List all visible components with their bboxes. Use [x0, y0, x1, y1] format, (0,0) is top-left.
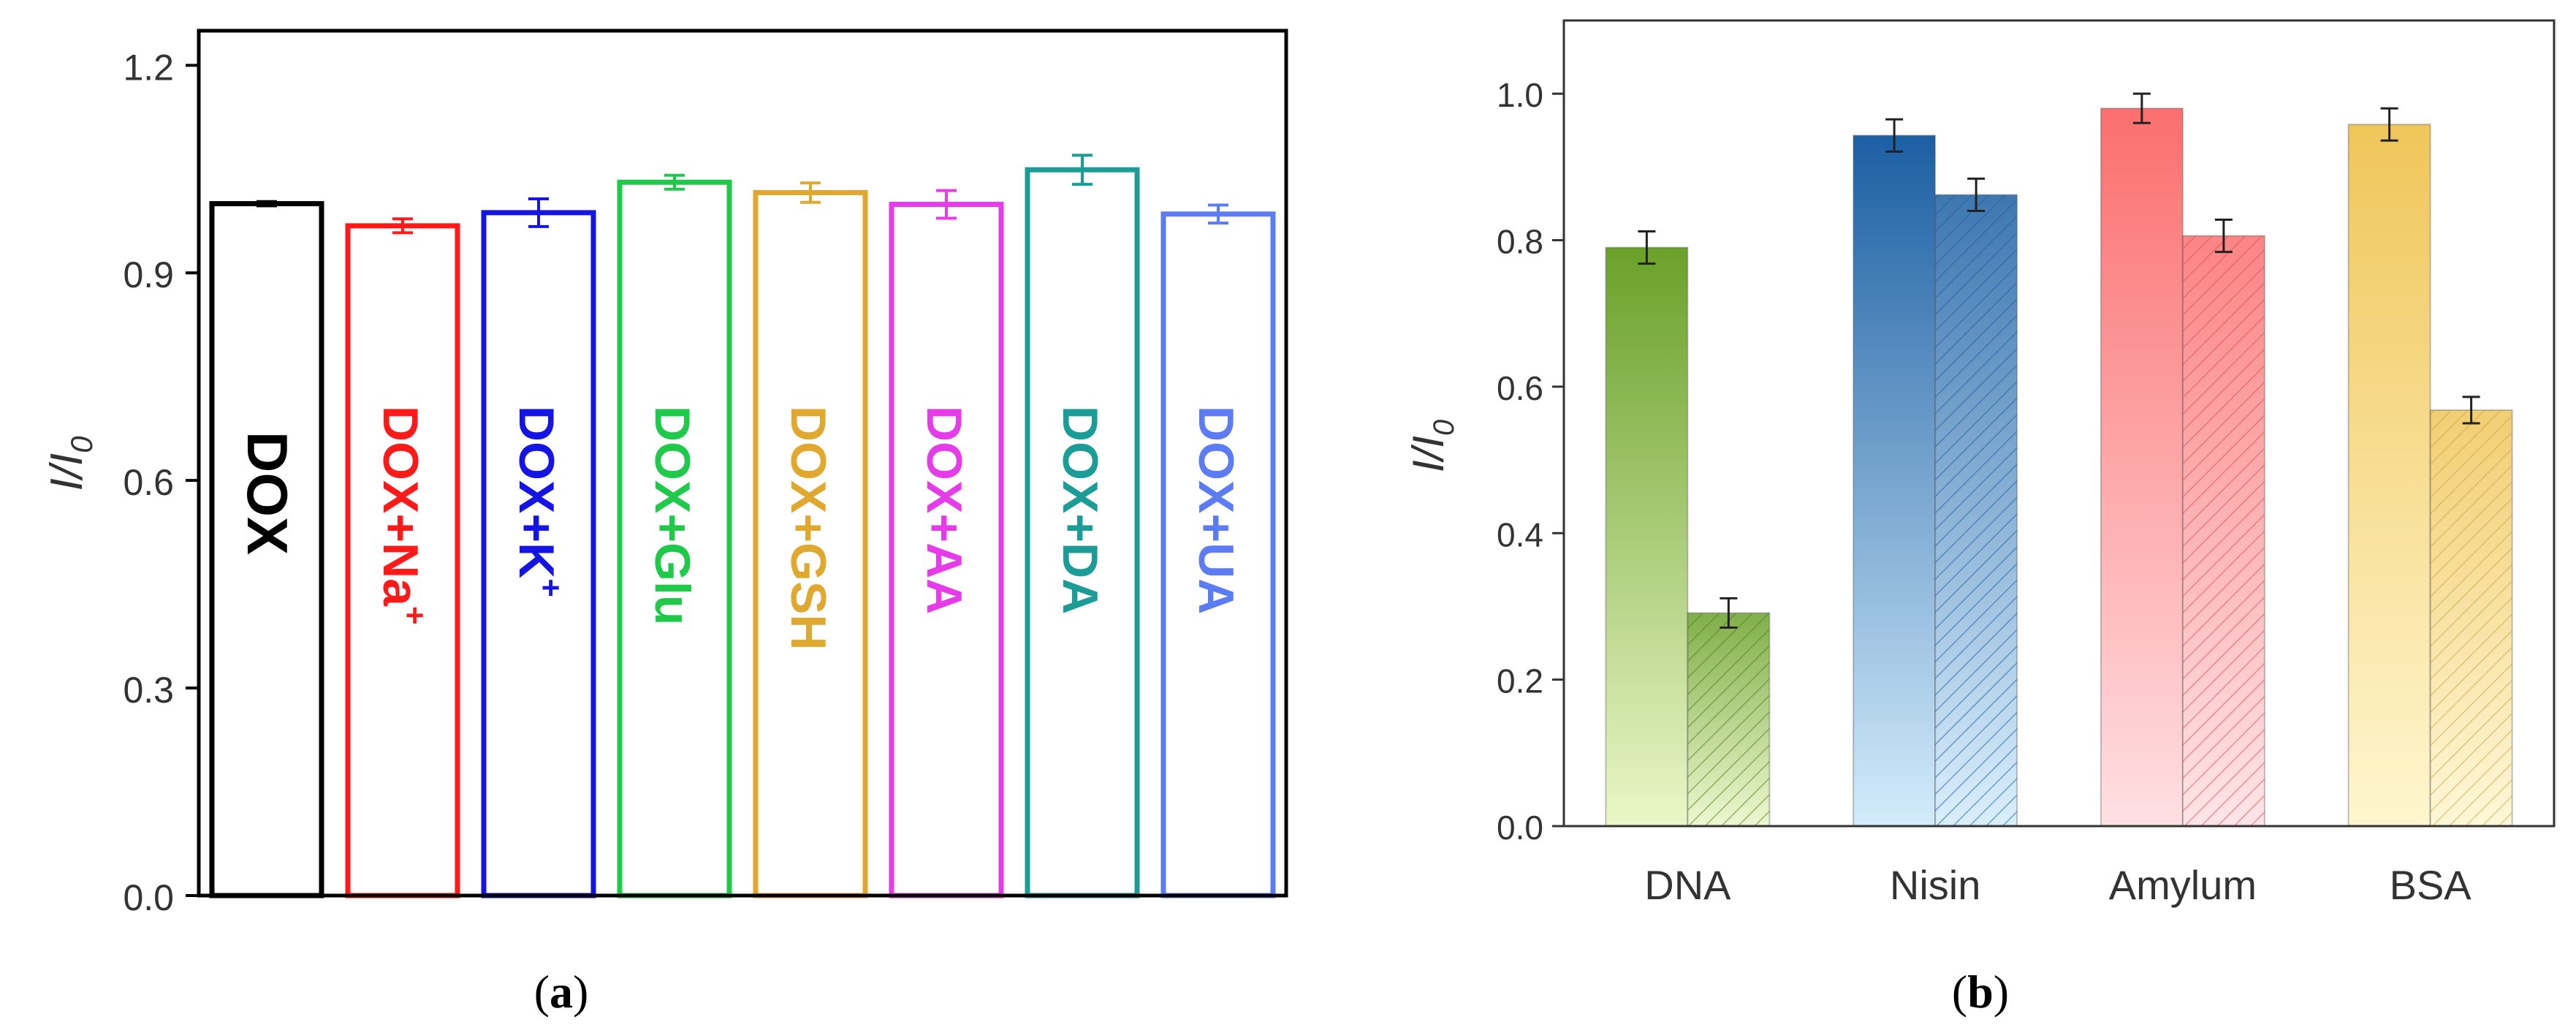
- panel-b-bar-hatch: [2182, 235, 2265, 826]
- panel-b-bar-solid: [1605, 246, 1689, 827]
- panel-a-y-axis-label: I/I0: [42, 436, 99, 491]
- panel-a-bar-label: DOX+UA: [1188, 406, 1244, 614]
- panel-a-bar-label: DOX+Glu: [645, 406, 700, 625]
- panel-b-y-tick-label: 0.4: [1497, 515, 1543, 553]
- panel-a-y-tick-label: 0.6: [123, 462, 174, 503]
- panel-a-y-ticks: 0.0 0.3 0.6 0.9 1.2: [123, 47, 199, 918]
- panel-b-y-label-sub: 0: [1428, 420, 1460, 436]
- panel-b-bar-hatch: [1935, 194, 2018, 826]
- panel-b-bars: [1605, 92, 2513, 827]
- panel-a-label: (a): [534, 966, 589, 1018]
- panel-a-y-tick-label: 0.9: [123, 254, 174, 295]
- panel-b-y-tick-label: 0.6: [1497, 369, 1543, 407]
- panel-a-chart: DOX DOX+Na+ DOX+K+ DOX+Glu DOX+GSH DOX+AA DOX+…: [42, 29, 1288, 1018]
- panel-b-bar-hatch: [1687, 613, 1770, 826]
- panel-a-label-letter: a: [550, 966, 573, 1018]
- panel-a-bars: DOX DOX+Na+ DOX+K+ DOX+Glu DOX+GSH DOX+AA DOX+…: [209, 154, 1276, 898]
- panel-a-bar-label: DOX+DA: [1052, 406, 1108, 614]
- panel-b-y-ticks: 0.0 0.2 0.4 0.6 0.8 1.0 DNA Nisin Amylum BSA: [1497, 76, 2471, 908]
- panel-a-y-tick-label: 1.2: [123, 47, 174, 88]
- panel-b-y-label-main: I/I: [1404, 436, 1453, 472]
- panel-b-x-tick-label: Amylum: [2109, 862, 2257, 908]
- panel-a-y-label-main: I/I: [42, 453, 92, 491]
- panel-b-y-tick-label: 1.0: [1497, 76, 1543, 114]
- panel-b-x-tick-label: Nisin: [1890, 862, 1980, 908]
- panel-b-x-tick-label: BSA: [2390, 862, 2472, 908]
- panel-a-bar-label: DOX+GSH: [780, 406, 836, 650]
- panel-a-bar-label: DOX+Na+: [373, 406, 433, 625]
- panel-a-plot-frame: [197, 29, 1288, 898]
- panel-a-bar-label-superscript: +: [533, 578, 569, 597]
- panel-a-y-tick-label: 0.3: [123, 670, 174, 711]
- panel-b-x-tick-label: DNA: [1644, 862, 1731, 908]
- panel-b-y-tick-label: 0.2: [1497, 662, 1543, 700]
- panel-b-plot-frame: [1562, 19, 2556, 828]
- panel-b-y-tick-label: 0.0: [1497, 809, 1543, 847]
- panel-b-label: (b): [1952, 966, 2009, 1018]
- panel-b-y-axis-label: I/I0: [1404, 420, 1460, 472]
- panel-a-bar-label-superscript: +: [397, 606, 433, 625]
- panel-a-bar-label: DOX+AA: [916, 406, 972, 614]
- panel-a-y-label-sub: 0: [64, 436, 99, 453]
- panel-b-bar-solid: [2347, 124, 2431, 827]
- panel-b-bar-hatch: [2430, 409, 2512, 826]
- panel-a-bar-label: DOX: [235, 431, 300, 555]
- panel-a-y-tick-label: 0.0: [123, 877, 174, 918]
- panel-b-label-letter: b: [1967, 966, 1994, 1018]
- panel-b-bar-solid: [2100, 107, 2184, 827]
- panel-a-bar-label: DOX+K+: [509, 406, 569, 597]
- panel-b-y-tick-label: 0.8: [1497, 223, 1543, 261]
- panel-b-bar-solid: [1853, 135, 1937, 827]
